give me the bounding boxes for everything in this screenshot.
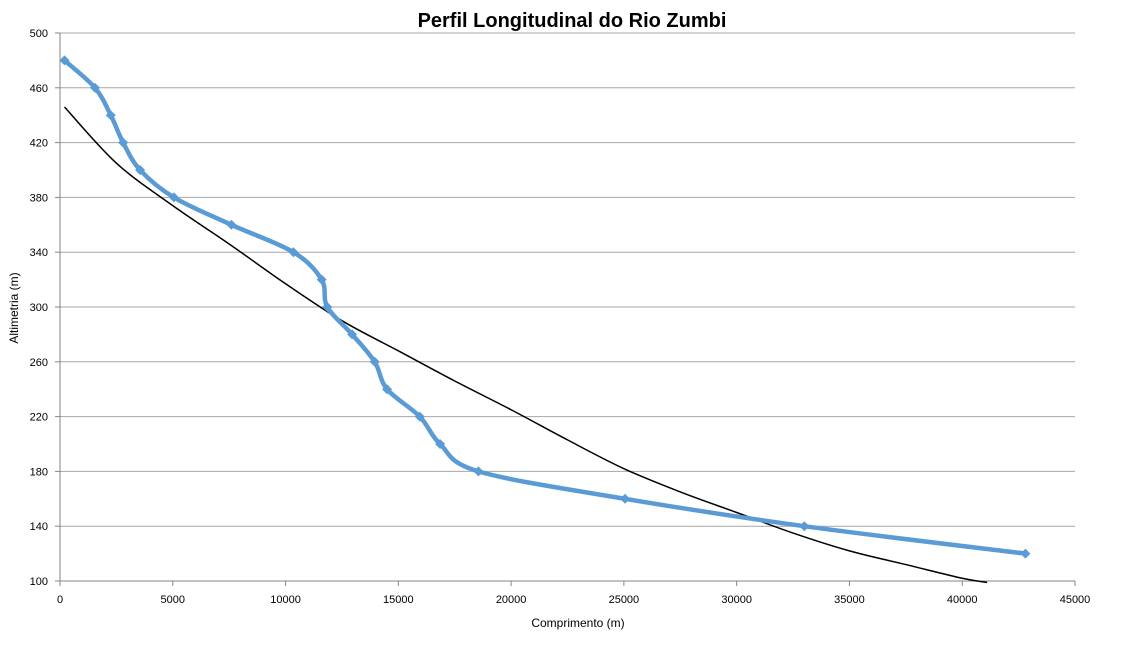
x-axis-ticks: 0 5000 10000 15000 20000 25000 30000 35000 40000… <box>57 594 1090 606</box>
x-tick-label: 5000 <box>161 594 185 606</box>
axes <box>55 32 1076 586</box>
chart-title: Perfil Longitudinal do Rio Zumbi <box>418 10 727 32</box>
data-point-marker <box>620 493 631 504</box>
data-point-marker <box>168 192 179 203</box>
data-point-marker <box>473 466 484 477</box>
y-tick-label: 460 <box>30 83 48 95</box>
y-axis-ticks: 100 140 180 220 260 300 340 380 420 460 500 <box>30 28 48 588</box>
x-tick-label: 35000 <box>834 594 865 606</box>
data-point-marker <box>105 110 116 121</box>
y-tick-label: 180 <box>30 466 48 478</box>
y-tick-label: 220 <box>30 412 48 424</box>
plot-area <box>59 55 1031 584</box>
trendline <box>63 106 988 584</box>
data-point-marker <box>89 82 100 93</box>
y-tick-label: 100 <box>30 576 48 588</box>
x-tick-label: 25000 <box>609 594 640 606</box>
y-tick-label: 140 <box>30 521 48 533</box>
x-axis-title: Comprimento (m) <box>531 616 624 630</box>
x-tick-label: 20000 <box>496 594 527 606</box>
data-point-marker <box>382 384 393 395</box>
data-point-marker <box>369 356 380 367</box>
data-point-marker <box>1020 548 1031 559</box>
x-tick-label: 15000 <box>383 594 414 606</box>
data-point-marker <box>226 219 237 230</box>
y-tick-label: 260 <box>30 357 48 369</box>
data-point-marker <box>322 302 333 312</box>
gridlines <box>60 32 1075 527</box>
y-tick-label: 300 <box>30 302 48 314</box>
y-tick-label: 420 <box>30 138 48 150</box>
data-point-marker <box>414 411 425 422</box>
y-tick-label: 340 <box>30 247 48 259</box>
y-tick-label: 500 <box>30 28 48 40</box>
data-point-marker <box>118 137 129 148</box>
data-point-marker <box>59 55 70 66</box>
data-point-marker <box>435 439 446 449</box>
data-point-marker <box>799 521 810 532</box>
data-point-marker <box>288 247 299 258</box>
data-point-marker <box>135 165 146 175</box>
x-tick-label: 0 <box>57 594 63 606</box>
data-point-marker <box>347 329 358 340</box>
x-tick-label: 10000 <box>270 594 301 606</box>
data-point-marker <box>316 274 327 285</box>
x-tick-label: 30000 <box>721 594 752 606</box>
x-tick-label: 45000 <box>1060 594 1091 606</box>
x-tick-label: 40000 <box>947 594 978 606</box>
y-axis-title: Altimetria (m) <box>7 272 21 343</box>
y-tick-label: 380 <box>30 192 48 204</box>
